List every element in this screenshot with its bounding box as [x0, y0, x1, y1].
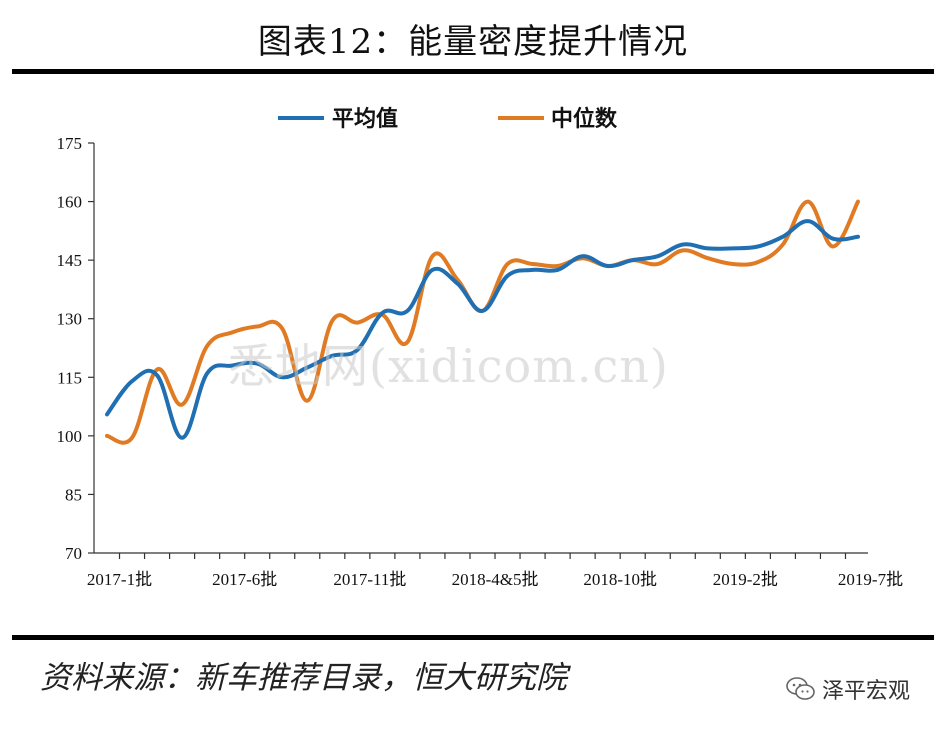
legend-label: 平均值 [332, 106, 398, 132]
series-line-average [105, 219, 860, 440]
bottom-rule [12, 635, 934, 640]
y-tick-label: 130 [57, 310, 83, 329]
wechat-icon [786, 677, 815, 700]
watermark: 悉地网(xidicom.cn) [228, 339, 669, 393]
y-tick-label: 160 [57, 193, 83, 212]
x-tick-label: 2017-11批 [333, 570, 406, 589]
series-group [105, 199, 860, 445]
brand-name: 泽平宏观 [822, 679, 911, 704]
x-tick-label: 2018-4&5批 [452, 570, 539, 589]
x-tick-label: 2018-10批 [583, 570, 657, 589]
top-rule [12, 69, 934, 74]
brand: 泽平宏观 [786, 673, 910, 705]
y-tick-label: 175 [57, 134, 83, 153]
legend-label: 中位数 [551, 106, 618, 132]
legend: 平均值 中位数 [278, 106, 618, 132]
y-tick-label: 70 [65, 544, 82, 563]
y-tick-label: 100 [57, 427, 83, 446]
x-tick-label: 2019-2批 [713, 570, 778, 589]
y-tick-label: 115 [57, 368, 82, 387]
source-note: 资料来源：新车推荐目录，恒大研究院 [40, 660, 567, 696]
y-tick-label: 85 [65, 485, 82, 504]
axes: 70 85 100 115 130 145 160 175 2017-1批 2017-6批 2017… [57, 134, 904, 589]
x-tick-label: 2019-7批 [838, 570, 903, 589]
x-tick-label: 2017-1批 [87, 570, 152, 589]
y-tick-label: 145 [57, 251, 83, 270]
x-tick-label: 2017-6批 [212, 570, 277, 589]
series-line-median [105, 199, 860, 445]
chart-title: 图表12：能量密度提升情况 [257, 22, 689, 62]
